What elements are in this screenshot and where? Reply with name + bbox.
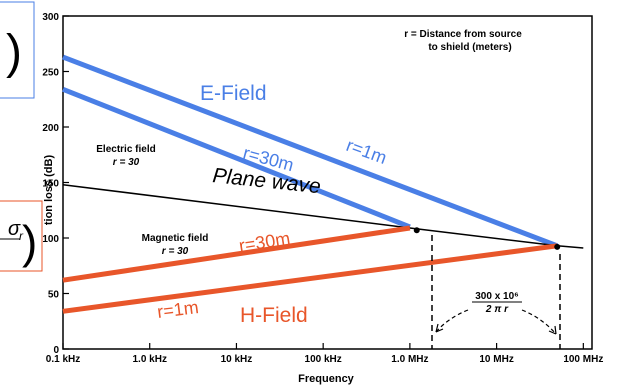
intersection-marker: [413, 227, 420, 234]
x-tick-label: 1.0 MHz: [391, 354, 428, 365]
arrow-right: [521, 309, 557, 335]
inset-top-bracket: ): [6, 26, 22, 79]
axis-ticks: 0 50 100 150 200 250 300 0.1 kHz 1.0 kHz 10 kHz 10…: [42, 12, 603, 365]
e-field-label: E-Field: [200, 82, 267, 105]
series-lines: [62, 54, 584, 314]
y-tick-label: 200: [42, 123, 59, 134]
y-tick-label: 100: [42, 234, 59, 245]
h-r1-label: r=1m: [156, 297, 200, 322]
inset-formula-bottom: σ r ): [0, 200, 43, 272]
series-line-e-field-r-30m: [62, 86, 411, 230]
series-line-h-field-r-1m: [62, 243, 558, 314]
series-line-plane-wave: [62, 183, 584, 249]
y-tick-label: 300: [42, 12, 59, 23]
x-tick-label: 10 kHz: [221, 354, 253, 365]
e-r1-label: r=1m: [344, 135, 390, 168]
formula-denominator: 2 π r: [485, 304, 509, 315]
x-tick-label: 0.1 kHz: [46, 354, 80, 365]
arrow-left: [435, 309, 469, 333]
series-line-e-field-r-1m: [62, 54, 559, 249]
x-tick-label: 100 kHz: [305, 354, 342, 365]
r-definition-line2: to shield (meters): [428, 42, 511, 53]
x-tick-label: 1.0 kHz: [132, 354, 166, 365]
magnetic-field-label: Magnetic field: [142, 233, 209, 244]
electric-field-r: r = 30: [113, 157, 140, 168]
h-field-label: H-Field: [240, 304, 308, 327]
series-line-h-field-r-30m: [62, 225, 411, 283]
arrow-right-head: [548, 325, 557, 335]
y-axis-label: tion loss (dB): [43, 155, 55, 226]
series-markers: [413, 227, 561, 250]
r-definition-line1: r = Distance from source: [404, 29, 522, 40]
x-tick-label: 10 MHz: [479, 354, 513, 365]
inset-formula-top: ): [0, 1, 35, 99]
magnetic-field-r: r = 30: [162, 246, 189, 257]
formula-numerator: 300 x 10⁶: [475, 291, 519, 302]
x-tick-label: 100 MHz: [563, 354, 603, 365]
electric-field-label: Electric field: [96, 144, 155, 155]
guide-lines: [431, 235, 561, 349]
plane-wave-label: Plane wave: [211, 164, 321, 198]
y-tick-label: 0: [53, 345, 59, 356]
inset-bottom-bracket: ): [22, 216, 37, 268]
x-axis-label: Frequency: [298, 373, 355, 385]
intersection-marker: [554, 243, 561, 250]
inset-sigma-subscript: r: [19, 229, 24, 243]
arrow-left-head: [435, 323, 444, 333]
y-tick-label: 250: [42, 68, 59, 79]
y-tick-label: 50: [48, 290, 60, 301]
inset-sigma: σ: [8, 218, 21, 240]
y-tick-label: 150: [42, 179, 59, 190]
h-r30-label: r=30m: [237, 228, 291, 256]
